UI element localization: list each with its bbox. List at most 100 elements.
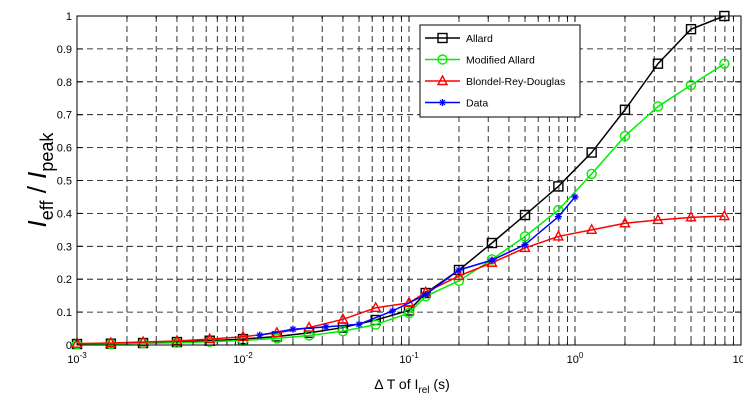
data-point-modified-allard bbox=[486, 254, 498, 265]
y-axis-title-denominator-sub: peak bbox=[37, 132, 57, 172]
legend-marker bbox=[436, 74, 449, 86]
y-tick-label: 0.1 bbox=[57, 307, 72, 319]
data-point-data bbox=[571, 193, 579, 201]
data-point-blondel-rey-douglas bbox=[453, 269, 465, 281]
x-tick-label: 10-3 bbox=[67, 351, 87, 366]
data-point-modified-allard bbox=[719, 58, 730, 69]
x-tick-label-base: 10 bbox=[399, 354, 411, 366]
data-point-blondel-rey-douglas bbox=[71, 337, 83, 348]
data-point-data bbox=[289, 325, 297, 333]
data-point-blondel-rey-douglas bbox=[585, 223, 598, 235]
data-point-data bbox=[554, 213, 562, 221]
data-point-data bbox=[455, 266, 463, 274]
x-tick-label-base: 10 bbox=[733, 354, 743, 366]
data-point-modified-allard bbox=[685, 79, 697, 91]
data-point-blondel-rey-douglas bbox=[652, 213, 664, 225]
data-point-modified-allard bbox=[619, 130, 631, 142]
x-axis-title: Δ T of Irel (s) bbox=[374, 376, 449, 396]
data-point-blondel-rey-douglas bbox=[303, 321, 315, 332]
x-axis-title-main: Δ T of I bbox=[374, 376, 418, 392]
y-tick-label: 0.9 bbox=[57, 44, 72, 56]
data-point-data bbox=[422, 291, 430, 299]
x-tick-label-exponent: -2 bbox=[246, 351, 254, 360]
legend-marker bbox=[437, 32, 448, 44]
y-tick-label: 0.6 bbox=[57, 143, 72, 155]
data-point-allard bbox=[586, 147, 597, 158]
legend-label: Allard bbox=[466, 33, 493, 45]
data-point-blondel-rey-douglas bbox=[137, 335, 149, 347]
data-point-allard bbox=[553, 181, 564, 192]
data-point-data bbox=[388, 307, 396, 315]
data-point-modified-allard bbox=[171, 337, 183, 348]
y-axis-title-denominator: I bbox=[22, 172, 52, 179]
x-tick-label-base: 10 bbox=[233, 354, 245, 366]
data-point-blondel-rey-douglas bbox=[552, 229, 565, 241]
legend-marker bbox=[439, 99, 446, 106]
y-tick-label: 0.8 bbox=[57, 77, 72, 89]
series-layer bbox=[71, 10, 731, 350]
legend-item-data: Data bbox=[425, 98, 488, 110]
legend-item-allard: Allard bbox=[425, 32, 493, 45]
data-point-blondel-rey-douglas bbox=[619, 216, 631, 228]
data-point-data bbox=[322, 323, 330, 331]
data-point-modified-allard bbox=[337, 325, 349, 337]
y-tick-label: 0 bbox=[66, 340, 72, 352]
legend-label: Data bbox=[466, 98, 488, 110]
data-point-blondel-rey-douglas bbox=[370, 301, 382, 313]
legend-label: Modified Allard bbox=[466, 55, 535, 67]
grid bbox=[77, 16, 741, 345]
y-axis-title-numerator: I bbox=[22, 220, 52, 227]
x-tick-label: 10-2 bbox=[233, 351, 253, 366]
legend-label: Blondel-Rey-Douglas bbox=[466, 76, 565, 88]
y-tick-label: 1 bbox=[66, 11, 72, 23]
data-point-allard bbox=[486, 237, 498, 249]
legend: Allard Modified Allard Blondel-Rey-Douglas… bbox=[419, 24, 581, 118]
data-point-allard bbox=[453, 264, 465, 276]
x-tick-label-exponent: 0 bbox=[579, 351, 584, 360]
data-point-modified-allard bbox=[137, 338, 149, 349]
x-axis-title-unit: (s) bbox=[430, 376, 450, 392]
data-point-data bbox=[256, 331, 264, 339]
y-axis-title: Ieff / Ipeak bbox=[22, 132, 57, 228]
x-tick-label-exponent: -1 bbox=[412, 351, 420, 360]
y-axis-title-numerator-sub: eff bbox=[37, 200, 57, 221]
data-point-modified-allard bbox=[652, 101, 664, 112]
data-point-blondel-rey-douglas bbox=[718, 209, 731, 221]
x-tick-label: 10-1 bbox=[399, 351, 419, 366]
data-point-data bbox=[488, 256, 496, 264]
legend-item-modified-allard: Modified Allard bbox=[425, 54, 535, 67]
data-point-allard bbox=[519, 209, 531, 221]
data-point-modified-allard bbox=[370, 319, 381, 330]
data-point-allard bbox=[685, 23, 697, 35]
y-tick-label: 0.5 bbox=[57, 176, 72, 188]
data-point-modified-allard bbox=[586, 168, 597, 180]
data-point-modified-allard bbox=[403, 307, 415, 319]
data-point-data bbox=[521, 241, 529, 249]
series-data bbox=[256, 193, 579, 339]
x-tick-label-base: 10 bbox=[67, 354, 79, 366]
data-point-blondel-rey-douglas bbox=[685, 210, 697, 222]
data-point-blondel-rey-douglas bbox=[204, 332, 216, 344]
data-point-data bbox=[355, 320, 363, 328]
x-tick-label: 101 bbox=[733, 351, 743, 366]
legend-marker bbox=[437, 54, 448, 65]
x-axis-title-sub: rel bbox=[418, 385, 429, 396]
x-tick-label-base: 10 bbox=[567, 354, 579, 366]
data-point-blondel-rey-douglas bbox=[105, 336, 117, 348]
data-point-blondel-rey-douglas bbox=[337, 312, 349, 324]
series-line-modified-allard bbox=[76, 63, 725, 346]
ticks: 10-310-210-110010100.10.20.30.40.50.60.7… bbox=[57, 11, 743, 366]
series-line-allard bbox=[76, 15, 725, 345]
data-point-allard bbox=[652, 58, 664, 69]
x-tick-label: 100 bbox=[567, 351, 584, 366]
y-tick-label: 0.4 bbox=[57, 208, 72, 220]
data-point-modified-allard bbox=[271, 333, 283, 344]
y-tick-label: 0.7 bbox=[57, 110, 72, 122]
y-axis-title-slash: / bbox=[22, 179, 52, 201]
y-tick-label: 0.2 bbox=[57, 274, 72, 286]
y-tick-label: 0.3 bbox=[57, 241, 72, 253]
x-tick-label-exponent: -3 bbox=[80, 351, 88, 360]
data-point-allard bbox=[619, 104, 631, 115]
